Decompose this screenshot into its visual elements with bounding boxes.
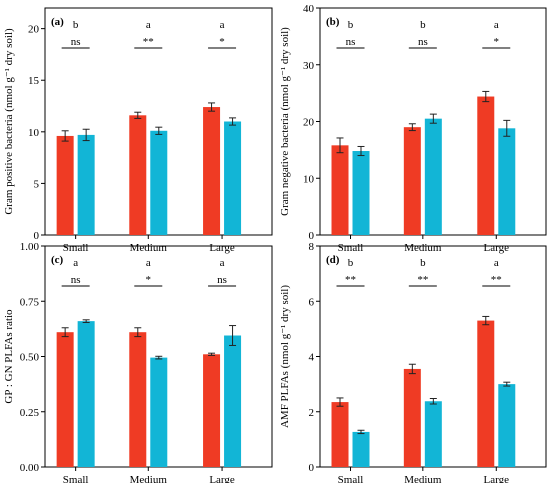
y-tick-label: 0 [34,230,40,242]
group-letter: b [420,257,426,269]
bar [352,431,370,467]
significance-label: ns [71,36,81,48]
bar [498,384,516,467]
bar [352,151,370,235]
significance-label: ns [418,36,428,48]
bar [77,321,95,467]
chart-panel-3: 0.00 0.25 0.50 0.75 1.00 GP : GN PLFAs ratio (… [3,241,273,483]
category-label: Large [484,242,510,254]
bar [403,368,421,467]
y-tick-label: 8 [309,241,315,253]
y-axis-label: GP : GN PLFAs ratio [3,309,15,404]
y-tick-label: 4 [309,352,315,364]
y-tick-label: 0.75 [20,296,40,308]
bar [129,115,147,235]
significance-label: * [494,36,500,48]
y-tick-label: 10 [28,127,40,139]
bar [424,118,442,235]
group-letter: a [146,257,151,269]
y-tick-label: 30 [303,60,315,72]
group-letter: b [348,257,354,269]
category-label: Medium [130,474,168,483]
group-letter: a [494,257,499,269]
y-tick-label: 20 [28,24,40,36]
group-letter: a [146,19,151,31]
y-tick-label: 20 [303,117,315,129]
y-tick-label: 0.00 [20,462,40,474]
category-label: Small [63,474,89,483]
category-label: Large [209,242,235,254]
category-label: Small [338,242,364,254]
significance-label: * [146,274,152,286]
category-label: Large [484,474,510,483]
significance-label: * [219,36,225,48]
bar [224,335,242,467]
y-tick-label: 2 [309,407,315,419]
y-axis-label: AMF PLFAs (nmol g⁻¹ dry soil) [279,285,291,428]
group-letter: b [420,19,426,31]
bar [150,130,168,235]
bar [203,107,221,235]
y-tick-label: 0 [309,230,315,242]
significance-label: ** [345,274,356,286]
category-label: Medium [404,474,442,483]
bar [498,128,516,235]
group-letter: a [220,257,225,269]
bar [77,134,95,235]
bar [403,127,421,235]
y-axis-label: Gram positive bacteria (nmol g⁻¹ dry soi… [3,28,15,215]
y-tick-label: 0.50 [20,352,40,364]
category-label: Small [338,474,364,483]
group-letter: b [348,19,354,31]
significance-label: ns [71,274,81,286]
bar [203,354,221,467]
panel-label: (c) [51,254,64,266]
bar [224,121,242,235]
panel-label: (a) [51,16,64,28]
bar [477,320,495,467]
bar [56,135,74,235]
significance-label: ns [217,274,227,286]
y-tick-label: 1.00 [20,241,40,253]
y-tick-label: 6 [309,296,315,308]
chart-panel-2: 0 10 20 30 40 Gram negative bacteria (nmol g⁻… [279,3,547,254]
y-tick-label: 40 [303,3,315,15]
bar [331,402,349,467]
y-tick-label: 0 [309,462,315,474]
bar [424,401,442,467]
chart-panel-1: 0 5 10 15 20 Gram positive bacteria (nmol g⁻¹… [3,7,273,254]
group-letter: b [73,19,79,31]
y-tick-label: 5 [34,178,40,190]
panel-label: (b) [326,16,340,28]
y-tick-label: 0.25 [20,407,40,419]
bar [150,357,168,467]
category-label: Medium [130,242,168,254]
panel-label: (d) [326,254,340,266]
bar [56,332,74,467]
significance-label: ** [417,274,428,286]
group-letter: a [73,257,78,269]
y-tick-label: 10 [303,173,315,185]
category-label: Large [209,474,235,483]
significance-label: ns [346,36,356,48]
y-tick-label: 15 [28,75,40,87]
significance-label: ** [491,274,502,286]
category-label: Medium [404,242,442,254]
group-letter: a [220,19,225,31]
bar [477,96,495,235]
significance-label: ** [143,36,154,48]
y-axis-label: Gram negative bacteria (nmol g⁻¹ dry soi… [279,27,291,216]
group-letter: a [494,19,499,31]
bar [129,332,147,467]
category-label: Small [63,242,89,254]
bar [331,145,349,235]
